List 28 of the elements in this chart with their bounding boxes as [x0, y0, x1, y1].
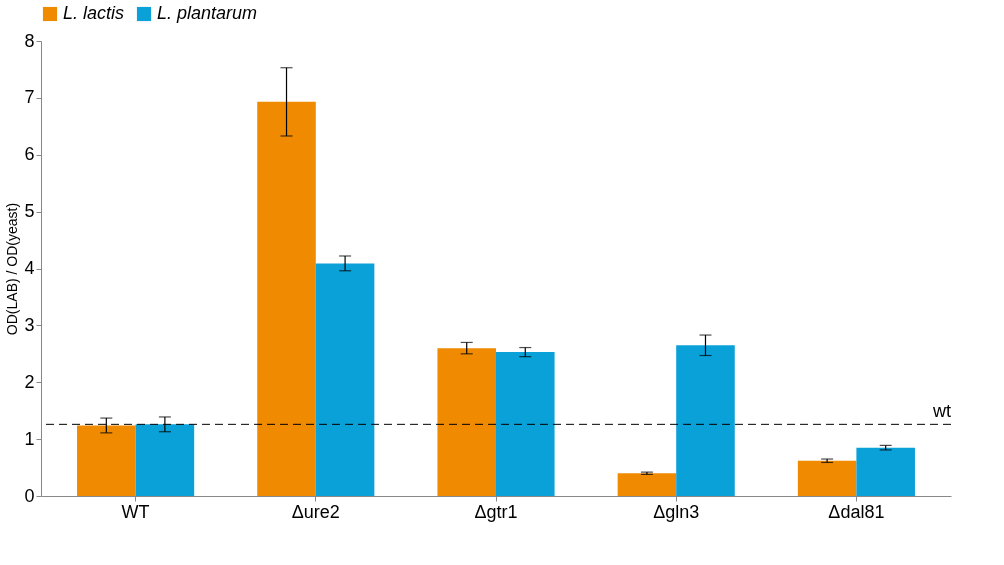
bar [797, 460, 857, 496]
y-tick-label: 0 [24, 485, 35, 506]
bar [135, 424, 195, 496]
ref-line-label: wt [932, 401, 951, 422]
y-tick-label: 5 [24, 201, 35, 222]
bar [496, 352, 555, 496]
legend-label: L. lactis [63, 3, 125, 23]
x-tick-label: Δure2 [291, 501, 340, 522]
y-tick-label: 1 [24, 428, 35, 449]
y-tick-label: 7 [24, 87, 35, 108]
bar [617, 473, 677, 496]
bar [856, 447, 915, 496]
legend-label: L. plantarum [157, 3, 258, 23]
bar [315, 263, 375, 496]
bar [437, 348, 496, 496]
bar [676, 345, 735, 496]
x-tick-label: Δgtr1 [474, 501, 518, 522]
y-axis-title: OD(LAB) / OD(yeast) [4, 202, 21, 336]
bar [77, 425, 136, 496]
y-tick-label: 6 [24, 144, 35, 165]
x-tick-label: WT [121, 501, 150, 522]
y-tick-label: 3 [24, 314, 35, 335]
bar [257, 101, 316, 496]
y-tick-label: 8 [24, 30, 35, 51]
x-tick-label: Δdal81 [828, 501, 885, 522]
y-tick-label: 2 [24, 371, 35, 392]
x-tick-label: Δgln3 [653, 501, 700, 522]
y-tick-label: 4 [24, 258, 35, 278]
